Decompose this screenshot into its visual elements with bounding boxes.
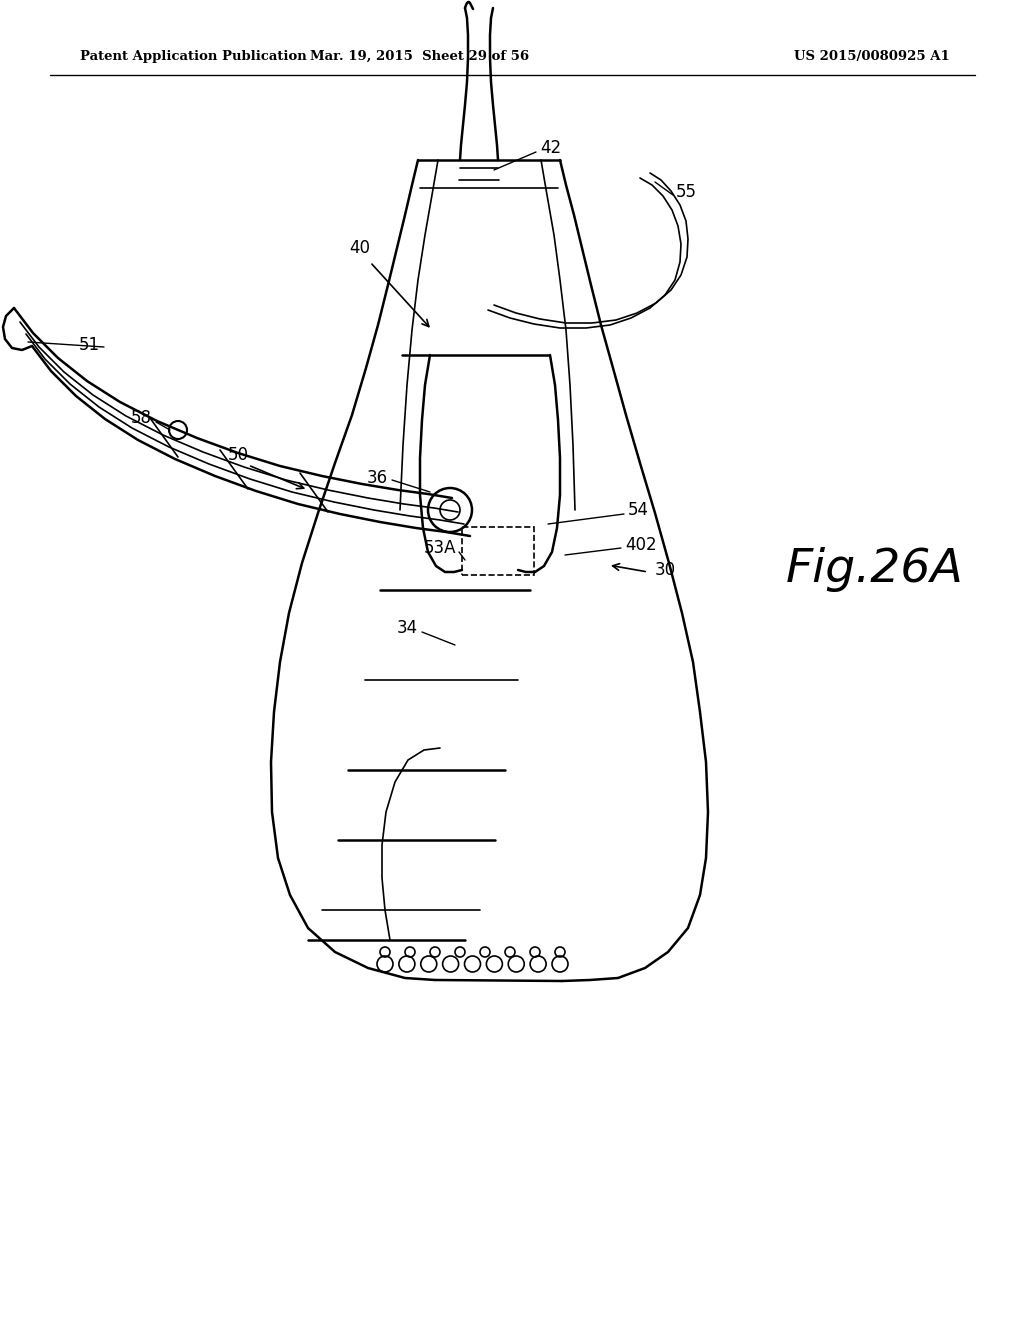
Text: 58: 58 xyxy=(131,409,152,426)
Text: 55: 55 xyxy=(676,183,697,201)
Text: 30: 30 xyxy=(655,561,676,579)
Text: Fig.26A: Fig.26A xyxy=(786,548,964,593)
Text: 34: 34 xyxy=(397,619,418,638)
Text: Patent Application Publication: Patent Application Publication xyxy=(80,50,307,63)
Text: 51: 51 xyxy=(79,337,100,354)
Text: 53A: 53A xyxy=(424,539,456,557)
Text: 40: 40 xyxy=(349,239,371,257)
Text: 402: 402 xyxy=(625,536,656,554)
Text: 50: 50 xyxy=(227,446,249,465)
Text: US 2015/0080925 A1: US 2015/0080925 A1 xyxy=(795,50,950,63)
Bar xyxy=(462,527,534,576)
Text: 42: 42 xyxy=(540,139,561,157)
Text: Mar. 19, 2015  Sheet 29 of 56: Mar. 19, 2015 Sheet 29 of 56 xyxy=(310,50,529,63)
Text: 36: 36 xyxy=(367,469,388,487)
Text: 54: 54 xyxy=(628,502,649,519)
